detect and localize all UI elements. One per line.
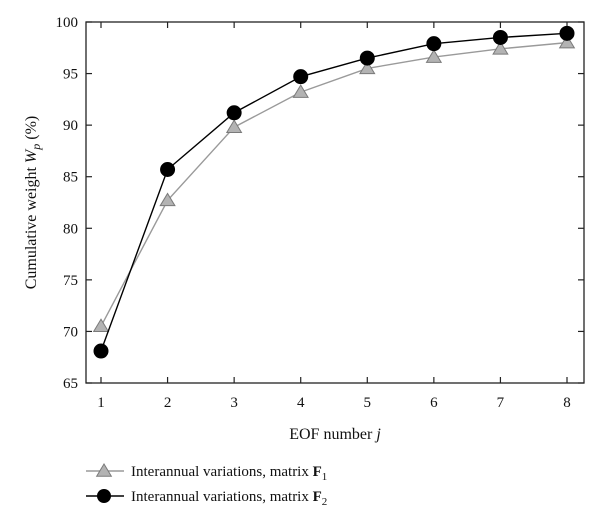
y-tick-label: 70 <box>63 324 78 340</box>
data-point-f1 <box>359 60 376 75</box>
x-tick-label: 5 <box>364 395 372 411</box>
x-tick-label: 4 <box>297 395 305 411</box>
legend-label-f1-matrix: F <box>313 464 322 480</box>
data-point-f2 <box>359 50 375 66</box>
y-tick-label: 85 <box>63 170 78 186</box>
y-tick-label: 80 <box>63 221 78 237</box>
legend-marker-f1 <box>95 463 113 477</box>
data-point-f1 <box>225 119 243 133</box>
series-line-f1 <box>100 41 568 327</box>
legend-item-f2: Interannual variations, matrix F2 <box>86 489 327 508</box>
x-axis-title: EOF number j <box>289 426 381 443</box>
y-axis-title-sub: p <box>29 144 43 151</box>
data-point-f1 <box>425 49 443 63</box>
y-tick-label: 100 <box>56 15 79 31</box>
y-axis: 65 70 75 80 85 90 95 100 <box>56 15 584 392</box>
x-tick-label: 2 <box>164 395 172 411</box>
legend: Interannual variations, matrix F1 Intera… <box>86 463 327 508</box>
legend-label-f2-text: Interannual variations, matrix <box>131 489 313 505</box>
data-point-f2 <box>160 161 176 177</box>
plot-frame <box>85 21 585 384</box>
y-tick-label: 90 <box>63 118 78 134</box>
x-axis: 1 2 3 4 5 6 7 8 <box>97 22 571 411</box>
data-point-f1 <box>292 84 309 98</box>
data-point-f2 <box>293 69 309 85</box>
legend-label-f2-sub: 2 <box>322 496 328 508</box>
x-tick-label: 3 <box>230 395 238 411</box>
y-axis-title-text: Cumulative weight <box>23 163 40 289</box>
legend-label-f2: Interannual variations, matrix F2 <box>131 489 327 508</box>
data-point-f2 <box>226 105 242 121</box>
y-axis-title: Cumulative weight Wp (%) <box>23 116 43 290</box>
y-axis-title-var: W <box>23 148 40 163</box>
data-point-f1 <box>159 192 176 207</box>
data-point-f1 <box>92 318 110 333</box>
x-tick-label: 8 <box>563 395 571 411</box>
data-point-f2 <box>426 36 442 52</box>
series-layer <box>92 25 576 359</box>
legend-marker-f2 <box>97 489 111 503</box>
x-axis-title-text: EOF number <box>289 426 376 443</box>
y-tick-label: 75 <box>63 273 78 289</box>
x-tick-label: 6 <box>430 395 438 411</box>
data-point-f2 <box>559 25 575 41</box>
x-axis-title-var: j <box>374 426 381 443</box>
legend-label-f1-sub: 1 <box>322 471 328 483</box>
legend-item-f1: Interannual variations, matrix F1 <box>86 463 327 483</box>
legend-label-f1: Interannual variations, matrix F1 <box>131 464 327 483</box>
data-point-f1 <box>558 34 576 49</box>
x-tick-label: 7 <box>497 395 505 411</box>
y-tick-label: 65 <box>63 376 78 392</box>
series-line-f2 <box>100 32 568 352</box>
data-point-f1 <box>492 40 509 55</box>
data-point-f2 <box>492 29 508 45</box>
data-point-f2 <box>93 343 109 359</box>
y-tick-label: 95 <box>63 67 78 83</box>
x-tick-label: 1 <box>97 395 105 411</box>
legend-label-f2-matrix: F <box>313 489 322 505</box>
y-axis-title-unit: (%) <box>23 116 40 144</box>
legend-label-f1-text: Interannual variations, matrix <box>131 464 313 480</box>
